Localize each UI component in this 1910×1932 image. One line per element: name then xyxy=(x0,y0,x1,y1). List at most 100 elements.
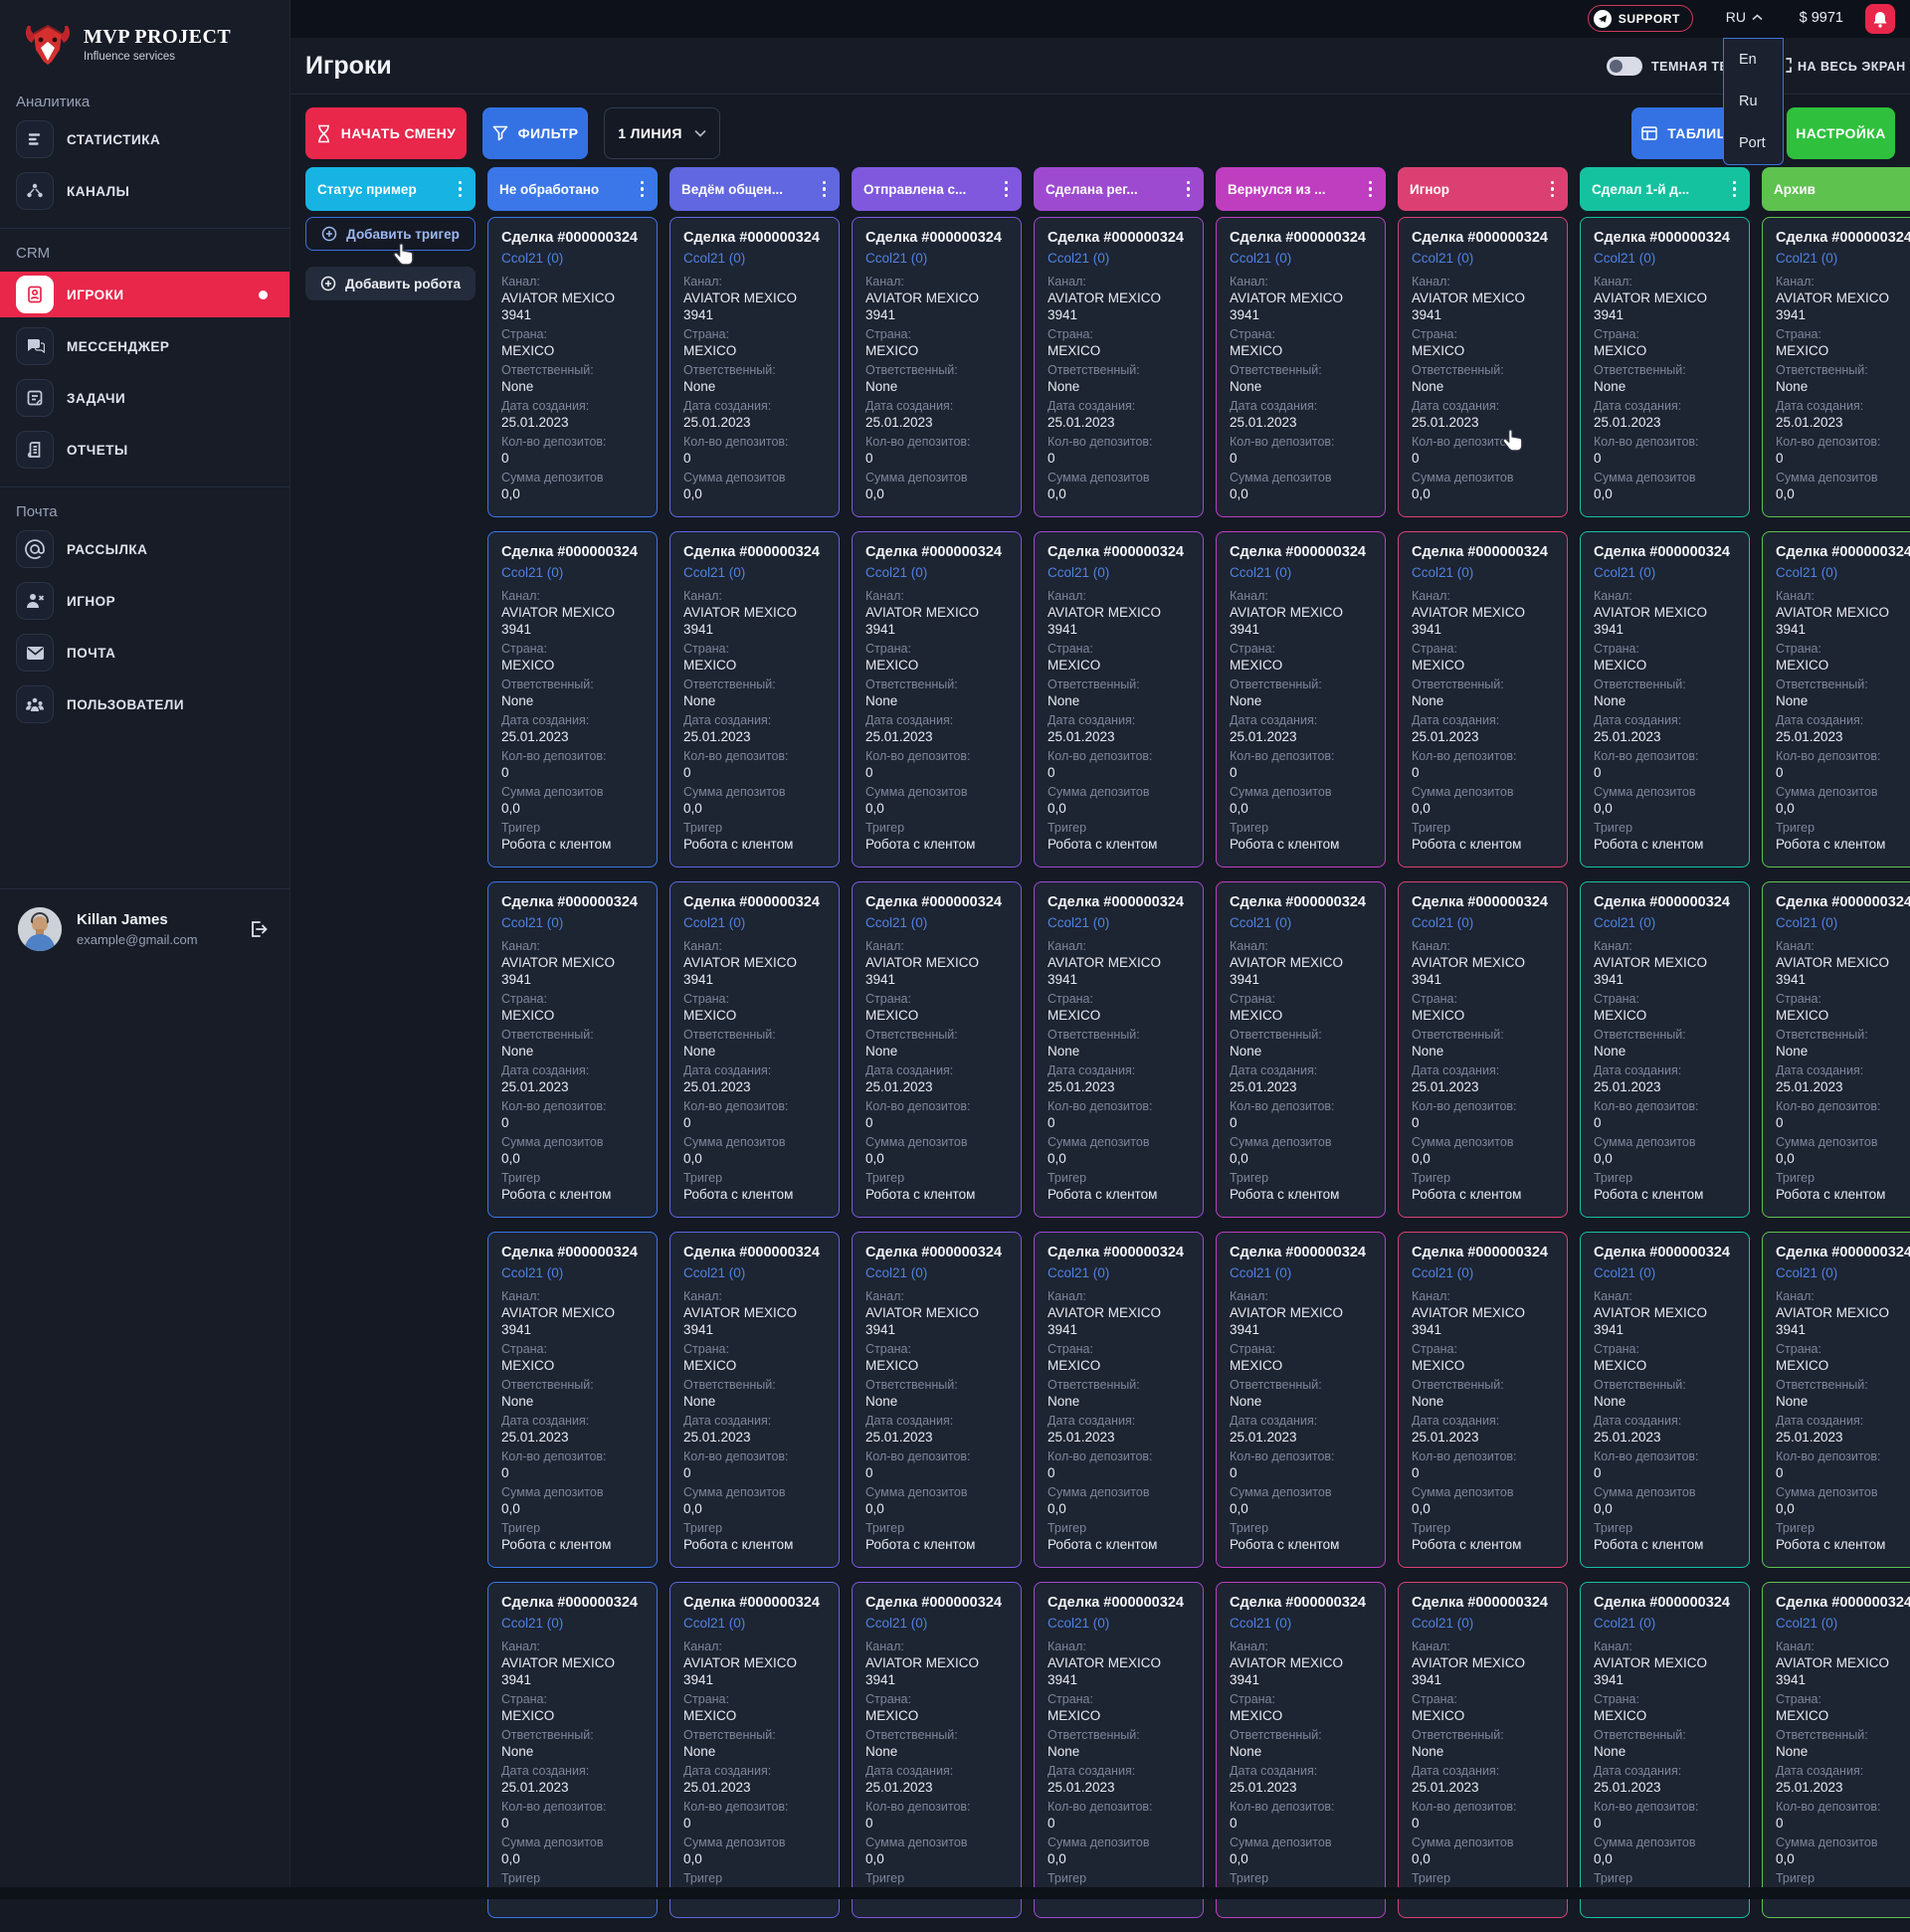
sidebar-item-reports[interactable]: ОТЧЕТЫ xyxy=(16,431,274,469)
column-header[interactable]: Вернулся из ... xyxy=(1216,167,1386,211)
deal-card[interactable]: Сделка #000000324 Ccol21 (0) Канал: AVIATOR… xyxy=(852,217,1022,517)
deal-link[interactable]: Ccol21 (0) xyxy=(1594,565,1656,580)
column-menu-icon[interactable] xyxy=(1003,179,1011,200)
deal-card[interactable]: Сделка #000000324 Ccol21 (0) Канал: AVIATOR… xyxy=(1762,1582,1910,1918)
line-select[interactable]: 1 ЛИНИЯ xyxy=(604,107,720,159)
deal-link[interactable]: Ccol21 (0) xyxy=(1776,915,1838,930)
sidebar-item-mailing[interactable]: РАССЫЛКА xyxy=(16,530,274,568)
deal-link[interactable]: Ccol21 (0) xyxy=(865,251,928,266)
sidebar-item-players[interactable]: ИГРОКИ xyxy=(0,272,289,317)
deal-card[interactable]: Сделка #000000324 Ccol21 (0) Канал: AVIATOR… xyxy=(1034,881,1204,1218)
column-menu-icon[interactable] xyxy=(1731,179,1739,200)
deal-card[interactable]: Сделка #000000324 Ccol21 (0) Канал: AVIATOR… xyxy=(1398,881,1568,1218)
deal-link[interactable]: Ccol21 (0) xyxy=(865,915,928,930)
deal-link[interactable]: Ccol21 (0) xyxy=(1412,915,1474,930)
deal-card[interactable]: Сделка #000000324 Ccol21 (0) Канал: AVIATOR… xyxy=(487,1232,658,1568)
deal-card[interactable]: Сделка #000000324 Ccol21 (0) Канал: AVIATOR… xyxy=(487,531,658,868)
sidebar-item-stats[interactable]: СТАТИСТИКА xyxy=(16,120,274,158)
deal-card[interactable]: Сделка #000000324 Ccol21 (0) Канал: AVIATOR… xyxy=(669,881,840,1218)
language-option-port[interactable]: Port xyxy=(1739,135,1766,151)
deal-card[interactable]: Сделка #000000324 Ccol21 (0) Канал: AVIATOR… xyxy=(1398,1232,1568,1568)
deal-card[interactable]: Сделка #000000324 Ccol21 (0) Канал: AVIATOR… xyxy=(1398,1582,1568,1918)
filter-button[interactable]: ФИЛЬТР xyxy=(482,107,588,159)
column-menu-icon[interactable] xyxy=(1185,179,1193,200)
deal-card[interactable]: Сделка #000000324 Ccol21 (0) Канал: AVIATOR… xyxy=(487,217,658,517)
deal-card[interactable]: Сделка #000000324 Ccol21 (0) Канал: AVIATOR… xyxy=(852,1582,1022,1918)
deal-link[interactable]: Ccol21 (0) xyxy=(1048,251,1110,266)
sidebar-item-tasks[interactable]: ЗАДАЧИ xyxy=(16,379,274,417)
deal-card[interactable]: Сделка #000000324 Ccol21 (0) Канал: AVIATOR… xyxy=(1034,1582,1204,1918)
notifications-button[interactable] xyxy=(1865,4,1895,34)
settings-button[interactable]: НАСТРОЙКА xyxy=(1787,107,1895,159)
deal-card[interactable]: Сделка #000000324 Ccol21 (0) Канал: AVIATOR… xyxy=(852,531,1022,868)
column-header[interactable]: Сделана рег... xyxy=(1034,167,1204,211)
support-button[interactable]: SUPPORT xyxy=(1587,5,1693,32)
language-selector[interactable]: RU xyxy=(1726,9,1763,25)
deal-card[interactable]: Сделка #000000324 Ccol21 (0) Канал: AVIATOR… xyxy=(1580,881,1750,1218)
column-menu-icon[interactable] xyxy=(457,179,465,200)
deal-link[interactable]: Ccol21 (0) xyxy=(683,1265,746,1280)
column-header[interactable]: Статус пример xyxy=(305,167,476,211)
deal-card[interactable]: Сделка #000000324 Ccol21 (0) Канал: AVIATOR… xyxy=(1580,1232,1750,1568)
deal-card[interactable]: Сделка #000000324 Ccol21 (0) Канал: AVIATOR… xyxy=(1216,531,1386,868)
deal-link[interactable]: Ccol21 (0) xyxy=(1412,1265,1474,1280)
deal-link[interactable]: Ccol21 (0) xyxy=(1412,251,1474,266)
deal-link[interactable]: Ccol21 (0) xyxy=(1230,1616,1292,1631)
deal-link[interactable]: Ccol21 (0) xyxy=(683,565,746,580)
deal-link[interactable]: Ccol21 (0) xyxy=(501,1265,564,1280)
deal-card[interactable]: Сделка #000000324 Ccol21 (0) Канал: AVIATOR… xyxy=(669,217,840,517)
column-header[interactable]: Ведём общен... xyxy=(669,167,840,211)
deal-card[interactable]: Сделка #000000324 Ccol21 (0) Канал: AVIATOR… xyxy=(1580,531,1750,868)
logout-icon[interactable] xyxy=(248,919,274,939)
deal-card[interactable]: Сделка #000000324 Ccol21 (0) Канал: AVIATOR… xyxy=(669,1582,840,1918)
deal-link[interactable]: Ccol21 (0) xyxy=(1776,251,1838,266)
deal-link[interactable]: Ccol21 (0) xyxy=(1594,915,1656,930)
deal-link[interactable]: Ccol21 (0) xyxy=(1594,1265,1656,1280)
deal-card[interactable]: Сделка #000000324 Ccol21 (0) Канал: AVIATOR… xyxy=(487,881,658,1218)
deal-card[interactable]: Сделка #000000324 Ccol21 (0) Канал: AVIATOR… xyxy=(1762,531,1910,868)
column-menu-icon[interactable] xyxy=(1549,179,1557,200)
sidebar-item-users[interactable]: ПОЛЬЗОВАТЕЛИ xyxy=(16,685,274,723)
column-header[interactable]: Не обработано xyxy=(487,167,658,211)
deal-link[interactable]: Ccol21 (0) xyxy=(1776,565,1838,580)
deal-link[interactable]: Ccol21 (0) xyxy=(683,251,746,266)
deal-link[interactable]: Ccol21 (0) xyxy=(865,1265,928,1280)
column-header[interactable]: Отправлена с... xyxy=(852,167,1022,211)
deal-card[interactable]: Сделка #000000324 Ccol21 (0) Канал: AVIATOR… xyxy=(1398,531,1568,868)
deal-card[interactable]: Сделка #000000324 Ccol21 (0) Канал: AVIATOR… xyxy=(1216,881,1386,1218)
deal-link[interactable]: Ccol21 (0) xyxy=(501,1616,564,1631)
language-option-ru[interactable]: Ru xyxy=(1739,94,1758,109)
deal-link[interactable]: Ccol21 (0) xyxy=(1776,1265,1838,1280)
deal-link[interactable]: Ccol21 (0) xyxy=(1230,565,1292,580)
add-robot-button[interactable]: Добавить робота xyxy=(305,267,476,300)
deal-card[interactable]: Сделка #000000324 Ccol21 (0) Канал: AVIATOR… xyxy=(1762,881,1910,1218)
deal-link[interactable]: Ccol21 (0) xyxy=(1594,1616,1656,1631)
deal-link[interactable]: Ccol21 (0) xyxy=(865,565,928,580)
deal-card[interactable]: Сделка #000000324 Ccol21 (0) Канал: AVIATOR… xyxy=(852,881,1022,1218)
deal-link[interactable]: Ccol21 (0) xyxy=(865,1616,928,1631)
sidebar-item-channels[interactable]: КАНАЛЫ xyxy=(16,172,274,210)
deal-card[interactable]: Сделка #000000324 Ccol21 (0) Канал: AVIATOR… xyxy=(1580,1582,1750,1918)
deal-card[interactable]: Сделка #000000324 Ccol21 (0) Канал: AVIATOR… xyxy=(1580,217,1750,517)
column-menu-icon[interactable] xyxy=(639,179,647,200)
deal-card[interactable]: Сделка #000000324 Ccol21 (0) Канал: AVIATOR… xyxy=(1762,1232,1910,1568)
deal-link[interactable]: Ccol21 (0) xyxy=(1412,565,1474,580)
fullscreen-button[interactable]: НА ВЕСЬ ЭКРАН xyxy=(1798,60,1906,74)
horizontal-scrollbar[interactable] xyxy=(0,1887,1910,1899)
deal-link[interactable]: Ccol21 (0) xyxy=(683,915,746,930)
deal-card[interactable]: Сделка #000000324 Ccol21 (0) Канал: AVIATOR… xyxy=(669,1232,840,1568)
start-shift-button[interactable]: НАЧАТЬ СМЕНУ xyxy=(305,107,467,159)
deal-link[interactable]: Ccol21 (0) xyxy=(501,251,564,266)
deal-card[interactable]: Сделка #000000324 Ccol21 (0) Канал: AVIATOR… xyxy=(1216,1582,1386,1918)
deal-card[interactable]: Сделка #000000324 Ccol21 (0) Канал: AVIATOR… xyxy=(1398,217,1568,517)
deal-link[interactable]: Ccol21 (0) xyxy=(501,565,564,580)
deal-card[interactable]: Сделка #000000324 Ccol21 (0) Канал: AVIATOR… xyxy=(1762,217,1910,517)
deal-card[interactable]: Сделка #000000324 Ccol21 (0) Канал: AVIATOR… xyxy=(669,531,840,868)
deal-card[interactable]: Сделка #000000324 Ccol21 (0) Канал: AVIATOR… xyxy=(1216,217,1386,517)
sidebar-item-mail[interactable]: ПОЧТА xyxy=(16,634,274,672)
deal-link[interactable]: Ccol21 (0) xyxy=(1594,251,1656,266)
deal-link[interactable]: Ccol21 (0) xyxy=(1230,915,1292,930)
deal-link[interactable]: Ccol21 (0) xyxy=(1048,915,1110,930)
sidebar-item-ignore[interactable]: ИГНОР xyxy=(16,582,274,620)
user-profile[interactable]: Killan James example@gmail.com xyxy=(0,888,289,951)
